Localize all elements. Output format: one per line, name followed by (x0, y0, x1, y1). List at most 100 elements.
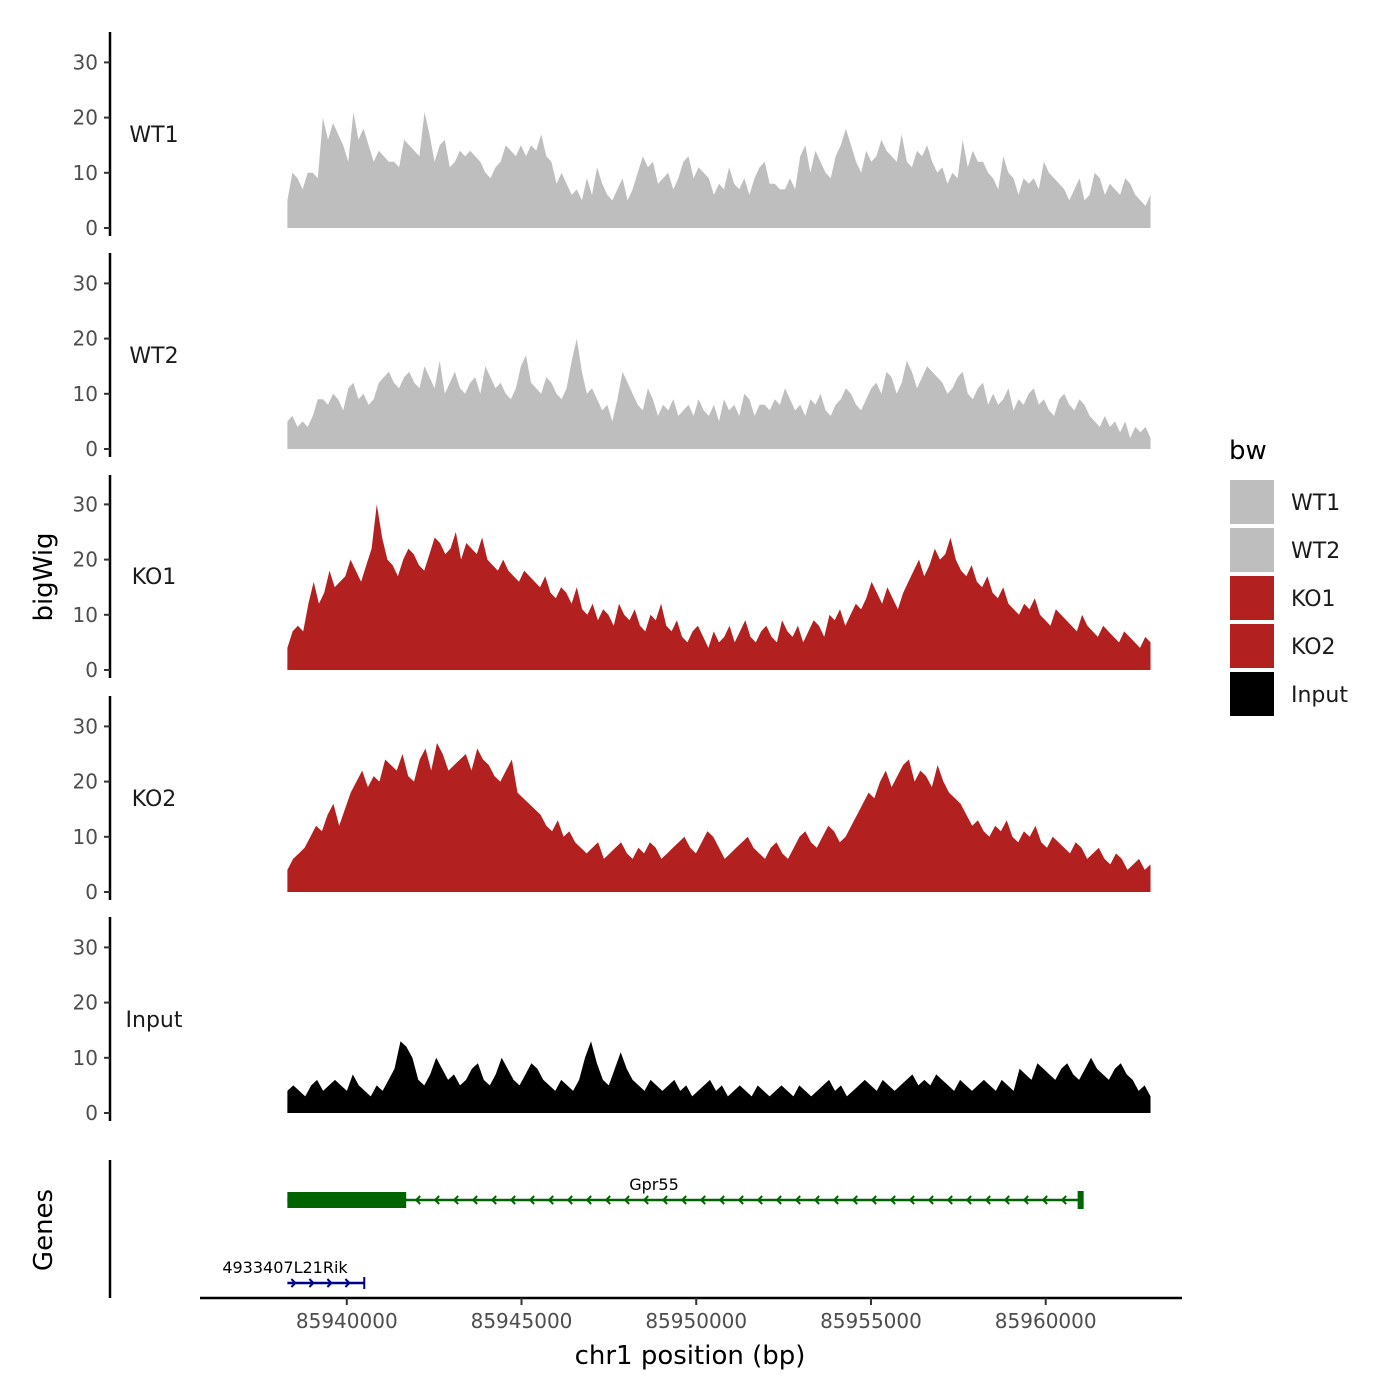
coverage-area (287, 112, 1151, 228)
gene-exon-block (1077, 1191, 1084, 1209)
strand-arrow (308, 1278, 315, 1288)
legend-swatch (1230, 576, 1274, 620)
track-ko2: 0 10 20 30 KO2 (73, 696, 1151, 904)
strand-arrow (566, 1195, 573, 1205)
gene-name-label: 4933407L21Rik (222, 1258, 348, 1277)
strand-arrow (775, 1195, 782, 1205)
legend-swatch (1230, 480, 1274, 524)
legend-entry-wt2: WT2 (1230, 528, 1340, 572)
y-tick-label: 10 (73, 1046, 98, 1070)
strand-arrow (737, 1195, 744, 1205)
legend-entry-ko1: KO1 (1230, 576, 1336, 620)
genes-axis-title: Genes (29, 1189, 59, 1271)
x-tick-label: 85955000 (820, 1309, 922, 1333)
strand-arrow (452, 1195, 459, 1205)
strand-arrow (326, 1278, 333, 1288)
strand-arrow (547, 1195, 554, 1205)
coverage-area (287, 1041, 1151, 1113)
strand-arrow (433, 1195, 440, 1205)
y-tick-label: 30 (73, 271, 98, 295)
strand-arrow (680, 1195, 687, 1205)
strand-arrow (604, 1195, 611, 1205)
strand-arrow (699, 1195, 706, 1205)
strand-arrow (642, 1195, 649, 1205)
legend: bw WT1 WT2 KO1 KO2 Input (1229, 436, 1348, 716)
legend-swatch (1230, 624, 1274, 668)
strand-arrow (344, 1278, 351, 1288)
genes-track: Gpr55 4933407L21Rik (108, 1160, 1084, 1298)
y-tick-label: 0 (85, 437, 98, 461)
coverage-area (287, 338, 1151, 449)
legend-entry-ko2: KO2 (1230, 624, 1336, 668)
strand-arrow (1060, 1195, 1067, 1205)
y-tick-label: 30 (73, 50, 98, 74)
x-tick-label: 85960000 (995, 1309, 1097, 1333)
x-axis: 85940000 85945000 85950000 85955000 85960000 (200, 1296, 1182, 1333)
y-tick-label: 10 (73, 603, 98, 627)
legend-title: bw (1229, 436, 1267, 466)
track-label: KO1 (132, 565, 177, 590)
legend-label: WT2 (1291, 539, 1340, 564)
strand-arrow (1003, 1195, 1010, 1205)
track-label: WT1 (129, 123, 178, 148)
y-tick-label: 0 (85, 216, 98, 240)
strand-arrow (870, 1195, 877, 1205)
strand-arrow (414, 1195, 421, 1205)
track-ko1: 0 10 20 30 KO1 (73, 475, 1151, 682)
y-tick-label: 20 (73, 327, 98, 351)
strand-arrow (718, 1195, 725, 1205)
strand-arrow (794, 1195, 801, 1205)
y-tick-label: 20 (73, 548, 98, 572)
y-tick-label: 30 (73, 714, 98, 738)
strand-arrow (585, 1195, 592, 1205)
strand-arrow (528, 1195, 535, 1205)
gene-name-label: Gpr55 (629, 1175, 679, 1194)
track-wt2: 0 10 20 30 WT2 (73, 253, 1151, 461)
y-tick-label: 10 (73, 161, 98, 185)
legend-swatch (1230, 672, 1274, 716)
strand-arrow (661, 1195, 668, 1205)
y-axis-title: bigWig (29, 532, 59, 621)
gene-gpr55: Gpr55 (287, 1175, 1084, 1209)
bigwig-tracks: 0 10 20 30 WT1 0 10 20 30 WT2 0 10 20 30 KO1 0 10 20 30 KO2… (73, 32, 1151, 1125)
legend-label: KO1 (1291, 587, 1336, 612)
y-tick-label: 20 (73, 770, 98, 794)
legend-label: WT1 (1291, 491, 1340, 516)
legend-swatch (1230, 528, 1274, 572)
track-label: KO2 (132, 787, 177, 812)
y-tick-label: 10 (73, 382, 98, 406)
strand-arrow (1041, 1195, 1048, 1205)
strand-arrow (851, 1195, 858, 1205)
legend-label: Input (1291, 683, 1348, 708)
y-tick-label: 30 (73, 492, 98, 516)
x-tick-label: 85950000 (645, 1309, 747, 1333)
strand-arrow (471, 1195, 478, 1205)
legend-entry-input: Input (1230, 672, 1348, 716)
track-input: 0 10 20 30 Input (73, 917, 1151, 1125)
strand-arrow (908, 1195, 915, 1205)
x-axis-title: chr1 position (bp) (575, 1341, 806, 1371)
x-tick-label: 85940000 (296, 1309, 398, 1333)
gene-4933407l21rik: 4933407L21Rik (222, 1258, 366, 1289)
coverage-area (287, 743, 1151, 892)
y-tick-label: 30 (73, 935, 98, 959)
strand-arrow (965, 1195, 972, 1205)
y-tick-label: 20 (73, 106, 98, 130)
strand-arrow (946, 1195, 953, 1205)
strand-arrow (290, 1278, 297, 1288)
legend-label: KO2 (1291, 635, 1336, 660)
strand-arrow (1022, 1195, 1029, 1205)
strand-arrow (889, 1195, 896, 1205)
strand-arrow (927, 1195, 934, 1205)
strand-arrow (756, 1195, 763, 1205)
legend-entry-wt1: WT1 (1230, 480, 1340, 524)
gene-exon-block (287, 1192, 407, 1208)
coverage-area (287, 504, 1151, 670)
track-label: WT2 (129, 344, 178, 369)
y-tick-label: 0 (85, 880, 98, 904)
y-tick-label: 10 (73, 825, 98, 849)
y-tick-label: 20 (73, 991, 98, 1015)
strand-arrow (984, 1195, 991, 1205)
strand-arrow (490, 1195, 497, 1205)
